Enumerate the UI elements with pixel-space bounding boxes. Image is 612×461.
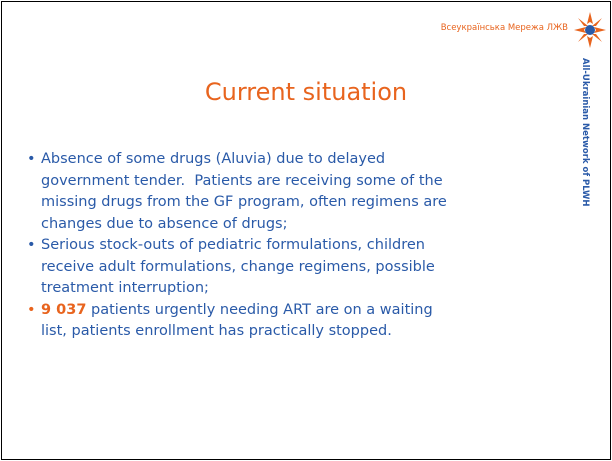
bullet-marker: • (27, 237, 36, 253)
bullet-text: patients urgently needing ART are on a w… (91, 301, 433, 318)
title: Current situation (204, 78, 408, 106)
bullet-line: list, patients enrollment has practicall… (41, 323, 392, 339)
bullet-line: 9 037 patients urgently needing ART are … (41, 302, 433, 318)
bullet-marker: • (27, 301, 36, 318)
highlight: 9 037 (41, 301, 87, 318)
bullet-line: treatment interruption; (41, 280, 209, 296)
bullet-line: missing drugs from the GF program, often… (41, 194, 447, 210)
bullet-line: Absence of some drugs (Aluvia) due to de… (41, 151, 386, 167)
bullet-line: receive adult formulations, change regim… (41, 258, 435, 275)
bullet-marker: • (27, 151, 36, 167)
logo (574, 12, 606, 48)
brand: Всеукраїнська Мережа ЛЖВ (440, 23, 568, 33)
bullet-line: government tender. Patients are receivin… (41, 172, 443, 189)
bullet-line: Serious stock-outs of pediatric formulat… (41, 237, 425, 253)
bullet-line: changes due to absence of drugs; (41, 215, 288, 232)
